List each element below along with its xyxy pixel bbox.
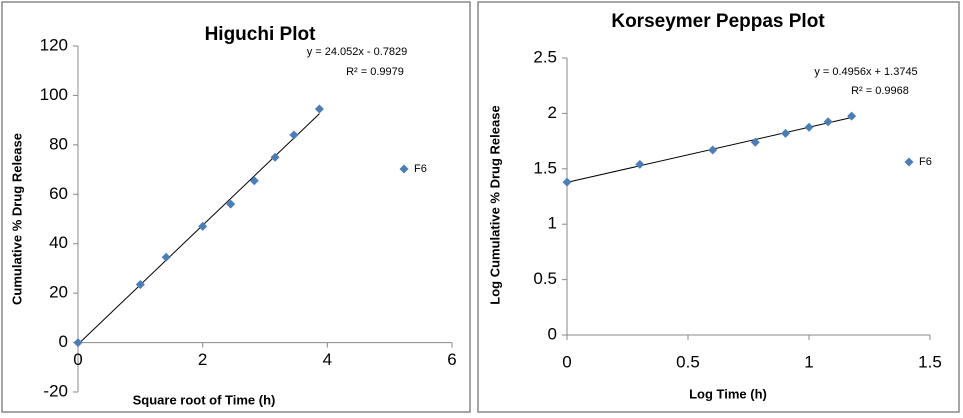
y-tick-label: 0.5 (533, 269, 557, 288)
x-tick-label: 2 (198, 350, 207, 369)
data-point (635, 159, 645, 169)
y-tick-label: 80 (49, 134, 68, 153)
x-tick-label: 4 (323, 350, 332, 369)
data-point (249, 176, 259, 186)
x-tick-label: 1 (804, 352, 813, 371)
x-axis-label: Square root of Time (h) (133, 392, 276, 407)
x-tick-label: 0 (73, 350, 82, 369)
y-tick-label: 60 (49, 184, 68, 203)
data-point (708, 145, 718, 155)
legend-label: F6 (919, 156, 932, 168)
trendline-equation: R² = 0.9968 (851, 85, 909, 97)
x-tick-label: 0.5 (676, 352, 700, 371)
y-tick-label: 1 (548, 214, 557, 233)
data-point (823, 117, 833, 127)
data-point (270, 152, 280, 162)
y-axis-label: Log Cumulative % Drug Release (487, 105, 502, 304)
trendline-equation: y = 24.052x - 0.7829 (307, 46, 408, 58)
y-tick-label: 2.5 (533, 47, 557, 66)
panel-border (477, 1, 960, 413)
y-tick-label: 20 (49, 283, 68, 302)
y-tick-label: 2 (548, 103, 557, 122)
data-point (161, 252, 171, 262)
data-point (226, 199, 236, 209)
y-tick-label: -20 (43, 381, 68, 400)
data-point (562, 177, 572, 187)
trendline-equation: R² = 0.9979 (346, 66, 404, 78)
x-tick-label: 0 (562, 352, 571, 371)
legend-marker (399, 164, 409, 174)
x-axis-label: Log Time (h) (689, 386, 767, 401)
data-point (847, 111, 857, 121)
y-tick-label: 0 (548, 324, 557, 343)
data-point (750, 137, 760, 147)
chart-title: Korseymer Peppas Plot (611, 11, 825, 32)
data-point (781, 128, 791, 138)
x-tick-label: 6 (447, 350, 456, 369)
y-axis-label: Cumulative % Drug Release (9, 133, 24, 305)
legend-label: F6 (414, 163, 427, 175)
trendline (77, 113, 320, 345)
trendline-equation: y = 0.4956x + 1.3745 (814, 66, 917, 78)
x-tick-label: 1.5 (918, 352, 942, 371)
data-point (804, 122, 814, 132)
y-tick-label: 100 (40, 85, 68, 104)
y-tick-label: 1.5 (533, 158, 557, 177)
y-tick-label: 40 (49, 233, 68, 252)
data-point (289, 130, 299, 140)
y-tick-label: 0 (59, 332, 68, 351)
data-point (314, 104, 324, 114)
data-point (73, 338, 83, 348)
chart-title: Higuchi Plot (205, 24, 317, 45)
data-point (135, 279, 145, 289)
panel-border (1, 1, 471, 413)
y-tick-label: 120 (40, 35, 68, 54)
data-point (198, 221, 208, 231)
legend-marker (904, 157, 914, 167)
